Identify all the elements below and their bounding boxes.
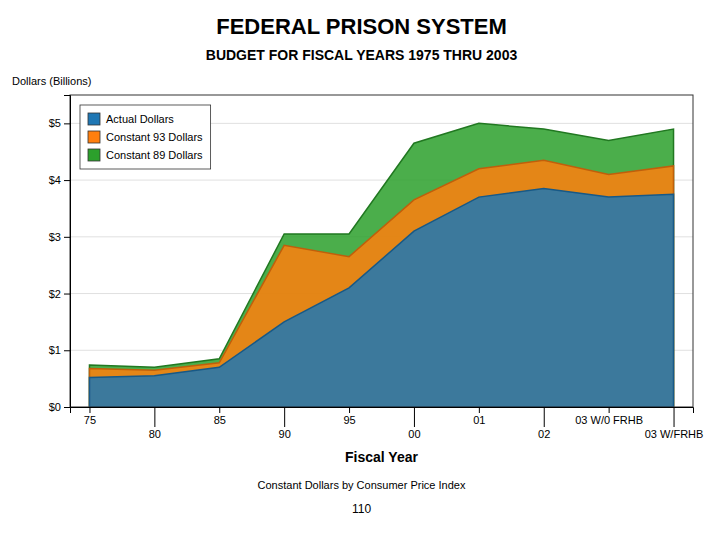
plot: $0 $1 $2 $3 $4 $5 75 80 85 90 95 00 01 02 03 W/0 FRHB0… xyxy=(49,95,704,440)
tick-mark xyxy=(414,407,415,427)
tick-mark xyxy=(349,407,350,413)
tick-mark xyxy=(284,407,285,427)
legend-item: Constant 89 Dollars xyxy=(88,149,203,161)
tick: 90 xyxy=(279,407,291,440)
tick: 85 xyxy=(214,407,226,426)
tick-label: 95 xyxy=(343,414,355,426)
legend-label: Constant 93 Dollars xyxy=(106,131,203,143)
tick-mark xyxy=(219,407,220,413)
legend-swatch xyxy=(88,149,100,161)
title: FEDERAL PRISON SYSTEM xyxy=(216,14,507,39)
axis-line xyxy=(71,408,694,414)
axis-line xyxy=(64,96,71,408)
legend: Actual Dollars Constant 93 Dollars Constan… xyxy=(80,105,211,169)
tick: $1 xyxy=(49,344,70,356)
tick-mark xyxy=(674,407,675,427)
tick-mark xyxy=(479,407,480,413)
tick-mark xyxy=(64,123,70,124)
tick-mark xyxy=(89,407,90,413)
tick-label: $3 xyxy=(49,231,61,243)
tick-label: 02 xyxy=(538,428,550,440)
tick: 95 xyxy=(343,407,355,426)
tick-label: 75 xyxy=(84,414,96,426)
tick-label: $5 xyxy=(49,117,61,129)
tick: 00 xyxy=(408,407,420,440)
annotation: 110 xyxy=(352,502,371,516)
tick-mark xyxy=(154,407,155,427)
tick-label: 90 xyxy=(279,428,291,440)
tick-mark xyxy=(544,407,545,427)
legend-box xyxy=(80,105,211,169)
tick: 02 xyxy=(538,407,550,440)
tick: 03 W/FRHB xyxy=(645,407,704,440)
annotation: Constant Dollars by Consumer Price Index xyxy=(258,479,466,491)
tick: $2 xyxy=(49,288,70,300)
tick-mark xyxy=(64,294,70,295)
tick-label: 85 xyxy=(214,414,226,426)
tick-label: 01 xyxy=(473,414,485,426)
tick-label: 03 W/0 FRHB xyxy=(575,414,643,426)
tick: $4 xyxy=(49,174,70,186)
tick: 01 xyxy=(473,407,485,426)
legend-swatch xyxy=(88,131,100,143)
x-axis: 75 80 85 90 95 00 01 02 03 W/0 FRHB03 W/FRHB xyxy=(71,407,704,440)
legend-swatch xyxy=(88,113,100,125)
legend-item: Actual Dollars xyxy=(88,113,174,125)
x-axis-label: Fiscal Year xyxy=(345,449,418,465)
legend-label: Actual Dollars xyxy=(106,113,174,125)
tick-label: 80 xyxy=(149,428,161,440)
subtitle: BUDGET FOR FISCAL YEARS 1975 THRU 2003 xyxy=(206,47,518,63)
legend-label: Constant 89 Dollars xyxy=(106,149,203,161)
tick-label: 00 xyxy=(408,428,420,440)
tick-label: 03 W/FRHB xyxy=(645,428,704,440)
tick-mark xyxy=(64,407,70,408)
tick: 80 xyxy=(149,407,161,440)
tick-label: $1 xyxy=(49,344,61,356)
tick-mark xyxy=(64,180,70,181)
area xyxy=(89,189,673,407)
y-axis: $0 $1 $2 $3 $4 $5 xyxy=(49,96,71,414)
y-axis-label: Dollars (Billions) xyxy=(12,75,91,87)
tick: 75 xyxy=(84,407,96,426)
tick: $0 xyxy=(49,401,70,413)
tick-mark xyxy=(64,237,70,238)
tick-label: $4 xyxy=(49,174,61,186)
tick: 03 W/0 FRHB xyxy=(575,407,643,426)
tick-label: $2 xyxy=(49,288,61,300)
chart: FEDERAL PRISON SYSTEM BUDGET FOR FISCAL Y… xyxy=(0,0,723,542)
tick-mark xyxy=(609,407,610,413)
legend-item: Constant 93 Dollars xyxy=(88,131,203,143)
tick: $5 xyxy=(49,117,70,129)
tick-mark xyxy=(64,350,70,351)
plot-frame xyxy=(70,95,693,407)
tick: $3 xyxy=(49,231,70,243)
area xyxy=(89,160,673,407)
tick-label: $0 xyxy=(49,401,61,413)
